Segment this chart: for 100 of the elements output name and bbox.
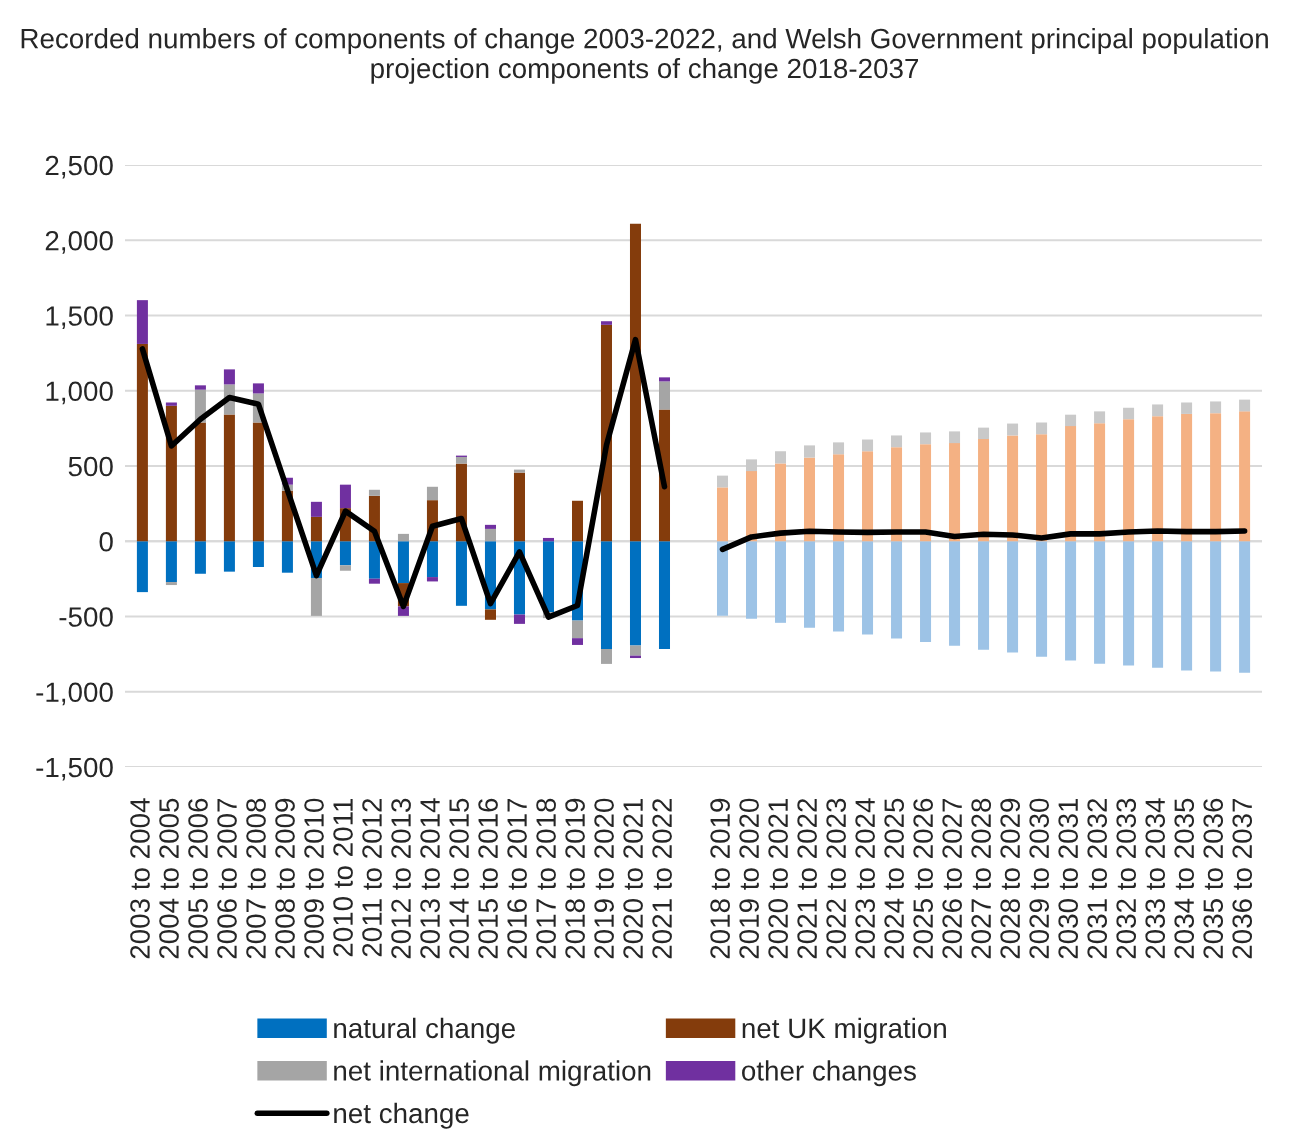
y-tick-label: -1,000	[36, 682, 113, 706]
bar	[455, 456, 467, 464]
legend-label: net change	[334, 1102, 469, 1129]
legend-label: net UK migration	[742, 1017, 946, 1044]
bar	[542, 541, 554, 613]
bar	[775, 463, 787, 542]
bar	[223, 541, 235, 572]
x-tick-label: 2035 to 2036	[1203, 798, 1224, 959]
x-tick-label: 2019 to 2020	[594, 798, 614, 959]
bar	[484, 524, 496, 529]
bar	[1094, 411, 1106, 424]
bar	[397, 533, 409, 542]
bar	[629, 541, 641, 646]
bar	[920, 444, 932, 542]
bar	[252, 383, 264, 394]
y-tick-label: 1,000	[46, 381, 113, 405]
bar	[542, 537, 554, 542]
bar	[600, 321, 612, 325]
bar	[833, 454, 845, 542]
legend-label: natural change	[334, 1017, 515, 1044]
bar	[368, 578, 380, 584]
bar	[716, 475, 729, 488]
bar	[339, 484, 351, 509]
bar	[252, 541, 264, 567]
x-tick-label: 2020 to 2021	[623, 798, 643, 959]
bar	[426, 541, 438, 578]
bar	[600, 649, 612, 664]
bar	[281, 541, 293, 573]
x-tick-label: 2019 to 2020	[739, 798, 759, 959]
bar	[1065, 426, 1077, 542]
bar	[513, 614, 525, 624]
bar	[194, 385, 206, 390]
x-tick-label: 2036 to 2037	[1232, 798, 1253, 959]
legend-label: net international migration	[334, 1060, 651, 1087]
bar	[426, 577, 438, 582]
x-tick-label: 2016 to 2017	[507, 798, 527, 959]
y-tick-label: -500	[59, 607, 113, 627]
x-tick-label: 2004 to 2005	[159, 798, 179, 959]
bar	[804, 445, 816, 458]
bar	[949, 443, 961, 542]
bar	[571, 620, 583, 639]
y-tick-label: -1,500	[36, 757, 113, 781]
bar	[310, 577, 322, 616]
bar	[1181, 402, 1193, 414]
bar	[1065, 541, 1077, 661]
x-tick-label: 2010 to 2011	[333, 798, 353, 957]
x-tick-label: 2030 to 2031	[1058, 798, 1079, 959]
bar	[949, 541, 961, 646]
x-tick-label: 2008 to 2009	[275, 798, 295, 959]
bar	[1152, 416, 1164, 542]
bar	[746, 459, 758, 472]
bar	[484, 528, 496, 542]
bar	[571, 500, 583, 542]
bar	[165, 582, 177, 586]
x-tick-label: 2033 to 2034	[1145, 798, 1166, 959]
bar	[397, 541, 409, 584]
y-tick-label: 500	[68, 456, 113, 477]
x-tick-label: 2034 to 2035	[1174, 798, 1195, 959]
bar	[1036, 434, 1048, 542]
bar	[1239, 411, 1251, 542]
bar	[804, 457, 816, 542]
bar	[862, 541, 874, 635]
bar	[136, 300, 148, 344]
bar	[571, 638, 583, 645]
bar	[1065, 414, 1077, 427]
x-tick-label: 2012 to 2013	[391, 798, 411, 959]
x-tick-label: 2005 to 2006	[188, 798, 208, 959]
bar	[891, 435, 903, 448]
x-tick-label: 2021 to 2022	[652, 798, 672, 959]
bar	[1036, 541, 1048, 657]
bar	[136, 541, 148, 593]
bar	[194, 541, 206, 574]
bar	[1036, 422, 1048, 435]
bar	[165, 402, 177, 406]
x-tick-label: 2020 to 2021	[768, 798, 788, 959]
bar	[165, 541, 177, 583]
bar	[1123, 419, 1135, 542]
bar	[1007, 541, 1019, 653]
bar	[1210, 413, 1222, 542]
x-tick-label: 2003 to 2004	[130, 798, 150, 959]
bar	[658, 541, 671, 650]
bar	[339, 565, 351, 571]
bar	[716, 487, 729, 542]
x-tick-label: 2031 to 2032	[1087, 798, 1108, 959]
y-tick-label: 2,500	[45, 155, 113, 179]
bar	[658, 377, 671, 382]
bar	[484, 609, 496, 620]
x-tick-label: 2027 to 2028	[971, 798, 992, 959]
bar	[978, 439, 990, 542]
bar	[833, 442, 845, 455]
x-tick-label: 2006 to 2007	[217, 798, 237, 959]
y-tick-label: 2,000	[45, 230, 113, 254]
bar	[804, 541, 816, 628]
bar	[1094, 423, 1106, 542]
bar	[775, 451, 787, 464]
bar	[862, 439, 874, 452]
bar	[310, 501, 322, 517]
bar	[716, 541, 729, 616]
bar	[1123, 541, 1135, 666]
bar	[629, 645, 641, 656]
